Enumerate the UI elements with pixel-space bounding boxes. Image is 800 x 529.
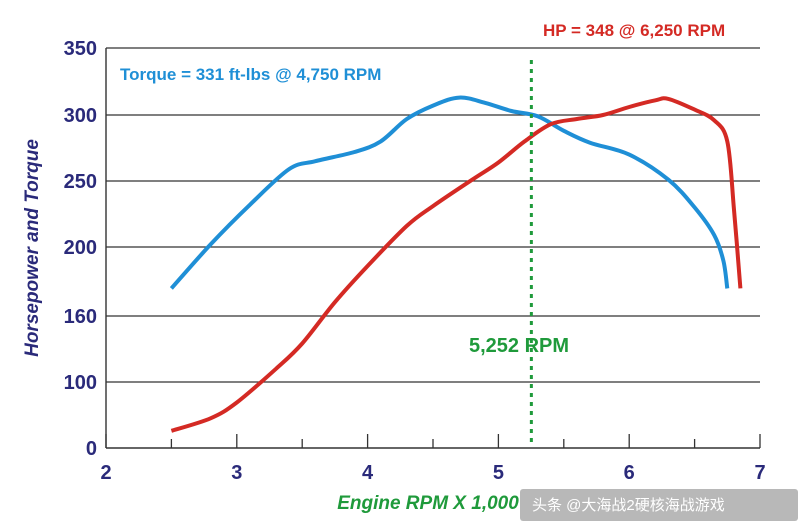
grid-lines — [106, 47, 760, 383]
y-tick-label: 300 — [64, 105, 97, 127]
watermark-background — [520, 489, 798, 521]
x-tick-label: 7 — [754, 462, 765, 484]
y-tick-label: 100 — [64, 372, 97, 394]
y-axis-label: Horsepower and Torque — [22, 139, 43, 357]
x-tick-label: 5 — [493, 462, 504, 484]
torque-curve — [169, 95, 730, 290]
watermark: 头条 @大海战2硬核海战游戏 — [520, 489, 798, 521]
y-tick-label: 160 — [64, 306, 97, 328]
hp-annotation: HP = 348 @ 6,250 RPM — [543, 21, 725, 40]
y-tick-label: 200 — [64, 237, 97, 259]
series-lines — [169, 95, 743, 433]
y-ticks: 0 100 160 200 250 300 350 — [64, 38, 97, 460]
y-tick-label: 350 — [64, 38, 97, 60]
reference-line-label: 5,252 RPM — [469, 335, 569, 357]
axes — [105, 48, 760, 449]
y-tick-label: 250 — [64, 171, 97, 193]
watermark-text: 头条 @大海战2硬核海战游戏 — [532, 497, 725, 514]
x-tick-label: 6 — [624, 462, 635, 484]
x-tick-label: 3 — [231, 462, 242, 484]
x-tick-label: 4 — [362, 462, 374, 484]
x-ticks: 2 3 4 5 6 7 — [100, 434, 766, 484]
x-axis-label: Engine RPM X 1,000 — [337, 493, 519, 514]
hp-curve — [170, 96, 743, 433]
y-tick-label: 0 — [86, 438, 97, 460]
torque-annotation: Torque = 331 ft-lbs @ 4,750 RPM — [120, 65, 381, 84]
x-tick-label: 2 — [100, 462, 111, 484]
